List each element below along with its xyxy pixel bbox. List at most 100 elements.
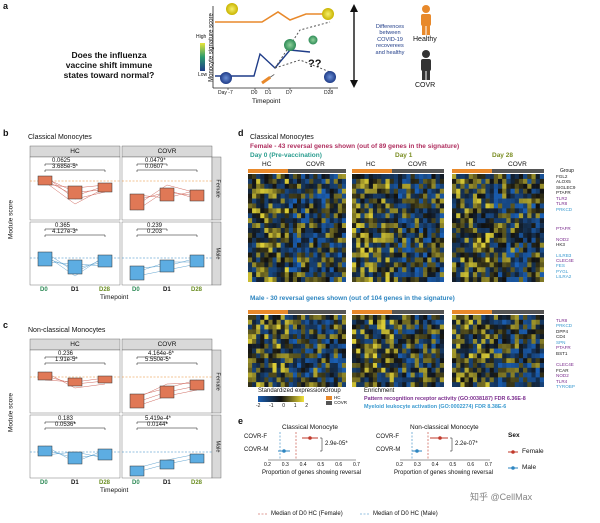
covr-label: COVR (415, 82, 436, 89)
gene-label: PRKCD (556, 206, 573, 212)
panel-b-covr-tick-d0: D0 (132, 287, 140, 293)
panel-e-right-title: Non-classical Monocyte (410, 424, 479, 431)
x-tick: 0.7 (484, 462, 492, 468)
panel-b-covr-tick-d28: D28 (191, 287, 203, 293)
gene-label: TLR4 (556, 378, 568, 384)
pval: 0.0144* (147, 422, 168, 428)
cell-green (284, 39, 296, 51)
hc-label: HC (262, 161, 272, 168)
gene-label: FCAR (556, 367, 569, 373)
right-x-label: Proportion of genes showing reversal (394, 470, 494, 476)
right-x-ticks: 0.2 0.3 0.4 0.5 0.6 0.7 (396, 462, 492, 468)
panel-d-letter: d (238, 128, 244, 138)
hc-label: HC (466, 161, 476, 168)
panel-b-y-label: Module score (7, 199, 15, 240)
panel-e-plot (258, 432, 518, 515)
panel-b-tick-d0: D0 (40, 287, 48, 293)
pval: 0.365 (55, 223, 71, 229)
covr-trajectory (215, 49, 311, 77)
pval: 5.550e-5* (145, 357, 172, 363)
panel-a-y-axis: Monocyte signature score (208, 13, 215, 82)
healthy-person-icon (421, 5, 431, 35)
heatmap-male-d0 (248, 315, 347, 388)
gene-label: HK3 (556, 242, 565, 248)
gene-label: TLR2 (556, 195, 568, 201)
right-pval: 2.2e-07* (455, 441, 478, 447)
gene-label: ALOX5 (556, 179, 571, 185)
gene-label: CLEC4E (556, 362, 574, 368)
left-x-ticks: 0.2 0.3 0.4 0.5 0.6 0.7 (264, 462, 360, 468)
group-hc-swatch (326, 396, 332, 400)
covr-label-d: COVR (508, 161, 527, 168)
gene-label: FGL2 (556, 174, 568, 179)
gene-label: PTAFR (556, 190, 571, 196)
gene-label: FES (556, 263, 565, 269)
left-pval: 2.9e-05* (325, 441, 348, 447)
panel-a-question: Does the influenza vaccine shift immune … (63, 50, 155, 80)
tick-d28: D28 (324, 90, 334, 96)
x-tick: 0.7 (352, 462, 360, 468)
row-covr-f: COVR-F (376, 434, 399, 440)
pval: 3.685e-5* (52, 164, 79, 170)
expr-tick: -1 (269, 403, 274, 409)
watermark: 知乎 @CellMax (470, 492, 533, 502)
pval: 1.91e-5* (55, 357, 78, 363)
gene-label: BST1 (556, 350, 568, 356)
sex-legend-male: Male (522, 464, 537, 471)
pval: 5.419e-4* (145, 416, 172, 422)
score-legend-high: High (196, 34, 207, 40)
pval: 0.0479* (145, 158, 166, 164)
row-covr-f: COVR-F (244, 434, 267, 440)
panel-d-group-bars (248, 169, 544, 314)
gene-label: TLR8 (556, 318, 568, 323)
gene-label: PYGL (556, 268, 569, 274)
panel-d-title: Classical Monocytes (250, 134, 314, 141)
panel-c-tick-d0: D0 (40, 480, 48, 486)
expression-colorbar (258, 396, 304, 402)
pval: 0.239 (147, 223, 163, 229)
median-male-legend: Median of D0 HC (Male) (373, 511, 438, 517)
gene-label: CD4 (556, 334, 566, 340)
gene-label: DPP4 (556, 328, 569, 334)
heatmap-male-d1 (352, 315, 445, 388)
panel-b-plot (29, 145, 222, 286)
gene-label: PRKCD (556, 323, 573, 329)
group-row-label: Group (560, 168, 574, 174)
heatmap-male-d28 (452, 315, 545, 388)
panel-c-plot (29, 338, 222, 479)
day1-label: Day 1 (395, 152, 413, 159)
score-colorbar (200, 43, 205, 71)
panel-c-tick-d28: D28 (99, 480, 111, 486)
panel-c-facet-covr: COVR (157, 341, 177, 348)
healthy-trajectory (215, 11, 332, 23)
expr-tick: 1 (293, 403, 297, 409)
covr-label-d: COVR (408, 161, 427, 168)
day0-label: Day 0 (Pre-vaccination) (250, 152, 322, 159)
enrichment-title: Enrichment (364, 388, 395, 394)
x-tick: 0.6 (335, 462, 343, 468)
covr-person-icon (421, 50, 431, 80)
panel-b-x-label: Timepoint (100, 294, 129, 301)
gene-label: SPN (556, 339, 566, 345)
pval: 0.183 (58, 416, 74, 422)
sex-legend-female: Female (522, 448, 544, 455)
expr-tick: 2 (305, 403, 308, 409)
pval: 0.236 (58, 351, 74, 357)
x-tick: 0.5 (449, 462, 457, 468)
enrichment-2: Myeloid leukocyte activation (GO:0002274… (364, 404, 507, 410)
tick-d1: D1 (265, 90, 272, 96)
row-covr-m: COVR-M (244, 447, 269, 453)
male-gene-list: TLR8 PRKCD DPP4 CD4 SPN PTAFR BST1 CLEC4… (556, 318, 575, 389)
cell-yellow (226, 3, 238, 15)
panel-b-facet-hc: HC (70, 148, 80, 155)
pval: 4.164e-6* (148, 351, 175, 357)
heatmap-female-d28 (452, 174, 545, 283)
gene-label: NOD2 (556, 236, 569, 242)
x-tick: 0.4 (431, 462, 439, 468)
sex-legend-title: Sex (508, 432, 520, 439)
panel-c-covr-tick-d0: D0 (132, 480, 140, 486)
x-tick: 0.2 (396, 462, 403, 468)
day28-label: Day 28 (492, 152, 513, 159)
gene-label: SIGLEC9 (556, 184, 576, 190)
panel-c-title: Non-classical Monocytes (28, 327, 106, 334)
